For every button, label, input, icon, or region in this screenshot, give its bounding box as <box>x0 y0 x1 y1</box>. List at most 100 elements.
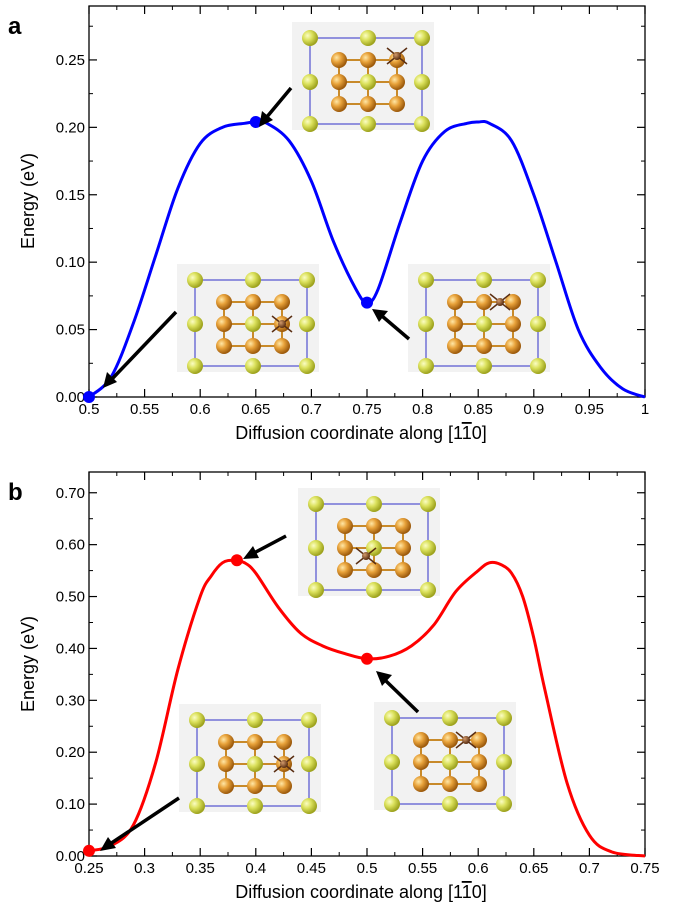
atom-gold <box>337 562 353 578</box>
atom-gold <box>337 540 353 556</box>
y-tick-label: 0.20 <box>56 744 85 761</box>
arrow-right-a <box>380 314 411 341</box>
atom-gold <box>216 316 232 332</box>
atom-sulfur <box>247 712 263 728</box>
panel-a: a 0.5 0.55 0.6 0.65 0.7 0.75 0.8 0.85 0.9 0.95 10.… <box>8 5 649 443</box>
arrow-left-a-head <box>103 372 117 388</box>
atom-sulfur <box>308 582 324 598</box>
atom-sulfur <box>189 798 205 814</box>
x-tick-label: 0.8 <box>412 401 433 418</box>
x-tick-label: 0.65 <box>241 401 270 418</box>
atom-gold <box>389 74 405 90</box>
atom-gold <box>413 776 429 792</box>
ticks-a <box>88 6 646 398</box>
atom-sulfur <box>187 358 203 374</box>
atom-gold <box>366 562 382 578</box>
atom-sulfur <box>496 710 512 726</box>
arrow-left-b <box>109 796 180 846</box>
atom-gold <box>218 756 234 772</box>
x-tick-label: 0.6 <box>468 860 489 877</box>
x-tick-label: 0.5 <box>79 401 100 418</box>
atom-sulfur <box>442 754 458 770</box>
y-tick-label: 0.00 <box>56 848 85 865</box>
atom-sulfur <box>308 496 324 512</box>
tick-labels-a: 0.5 0.55 0.6 0.65 0.7 0.75 0.8 0.85 0.9 0.95 1 0.00… <box>56 52 649 418</box>
atom-sulfur <box>299 358 315 374</box>
atom-gold <box>276 734 292 750</box>
atom-gold <box>395 540 411 556</box>
arrow-left-b-head <box>100 837 116 851</box>
atom-gold <box>476 338 492 354</box>
atom-gold <box>476 294 492 310</box>
atom-dopant <box>496 298 504 306</box>
atom-sulfur <box>187 272 203 288</box>
atom-sulfur <box>302 74 318 90</box>
x-axis-label-b: Diffusion coordinate along [110] <box>235 882 487 902</box>
structure-inset-top-b <box>298 488 440 598</box>
y-tick-label: 0.60 <box>56 537 85 554</box>
atom-gold <box>505 338 521 354</box>
y-tick-label: 0.10 <box>56 254 85 271</box>
atom-sulfur <box>245 316 261 332</box>
y-tick-label: 0.30 <box>56 692 85 709</box>
structure-inset-top-a <box>292 22 434 132</box>
atom-sulfur <box>301 756 317 772</box>
y-tick-label: 0.25 <box>56 52 85 69</box>
y-tick-label: 0.10 <box>56 796 85 813</box>
atom-sulfur <box>302 30 318 46</box>
x-tick-label: 0.55 <box>408 860 437 877</box>
atom-sulfur <box>414 30 430 46</box>
atom-sulfur <box>418 272 434 288</box>
atom-gold <box>366 518 382 534</box>
atom-sulfur <box>476 272 492 288</box>
structure-inset-right-b <box>374 702 516 812</box>
atom-dopant <box>462 736 470 744</box>
atom-gold <box>447 338 463 354</box>
atom-sulfur <box>476 358 492 374</box>
atom-sulfur <box>414 116 430 132</box>
atom-gold <box>331 74 347 90</box>
atom-sulfur <box>301 798 317 814</box>
atom-dopant <box>278 320 286 328</box>
arrow-right-a-head <box>372 309 388 322</box>
y-tick-label: 0.20 <box>56 119 85 136</box>
atom-sulfur <box>302 116 318 132</box>
atom-sulfur <box>366 582 382 598</box>
y-axis-label-b: Energy (eV) <box>18 616 38 712</box>
markers-b <box>83 554 373 857</box>
atom-gold <box>413 732 429 748</box>
atom-sulfur <box>360 116 376 132</box>
atom-gold <box>360 96 376 112</box>
atom-sulfur <box>247 756 263 772</box>
energy-curve-b <box>88 558 646 858</box>
atom-gold <box>471 776 487 792</box>
atom-sulfur <box>366 496 382 512</box>
atom-gold <box>395 518 411 534</box>
y-tick-label: 0.50 <box>56 589 85 606</box>
atom-sulfur <box>420 582 436 598</box>
atom-sulfur <box>299 272 315 288</box>
atom-gold <box>447 316 463 332</box>
atom-gold <box>245 294 261 310</box>
x-tick-label: 0.45 <box>297 860 326 877</box>
atom-gold <box>389 96 405 112</box>
y-axis-label-a: Energy (eV) <box>18 153 38 249</box>
y-tick-label: 0.40 <box>56 640 85 657</box>
x-tick-label: 0.75 <box>352 401 381 418</box>
atom-sulfur <box>530 272 546 288</box>
atom-sulfur <box>496 796 512 812</box>
atom-gold <box>276 778 292 794</box>
x-tick-label: 0.95 <box>575 401 604 418</box>
arrow-right-b <box>384 679 420 714</box>
atom-dopant <box>280 760 288 768</box>
arrow-top-a <box>264 86 293 120</box>
data-point <box>361 652 373 665</box>
atom-sulfur <box>301 712 317 728</box>
structure-inset-left-a <box>177 264 319 374</box>
markers-a <box>83 115 373 403</box>
panel-b: b 0.25 0.3 0.35 0.4 0.45 0.5 0.55 0.6 0.65 0.7 0.7… <box>8 471 660 902</box>
atom-sulfur <box>299 316 315 332</box>
atom-gold <box>218 778 234 794</box>
atom-gold <box>505 294 521 310</box>
